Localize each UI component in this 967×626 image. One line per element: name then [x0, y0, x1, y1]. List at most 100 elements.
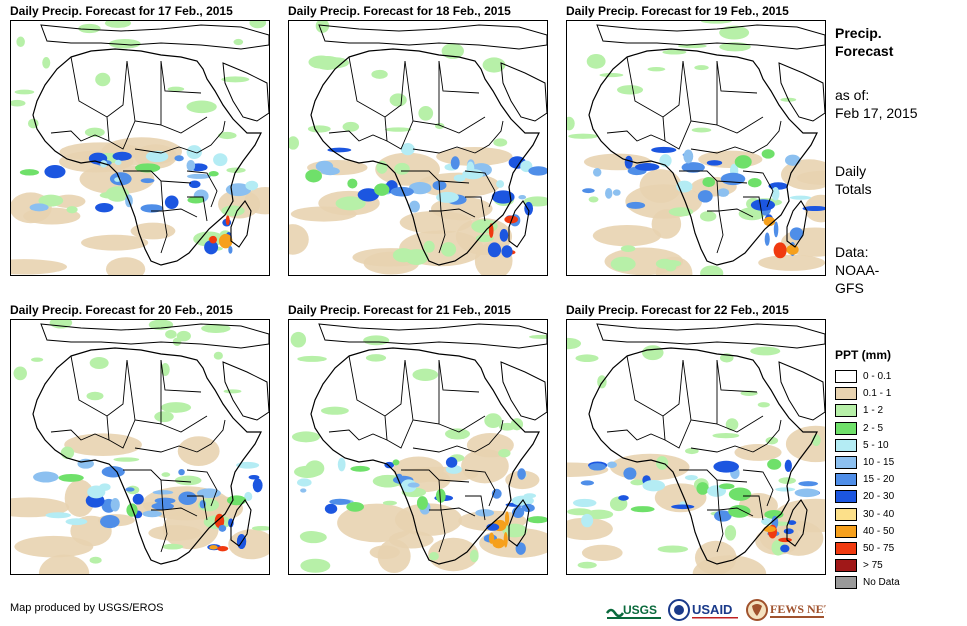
country-border	[123, 469, 192, 483]
rain-cell	[634, 163, 660, 171]
dry-patch	[81, 234, 149, 251]
light-rain-patch	[297, 355, 327, 362]
rain-cell	[126, 503, 138, 517]
rain-cell	[435, 488, 446, 503]
rain-cell	[581, 513, 594, 528]
rain-cell	[728, 487, 752, 501]
side-heading: Precip. Forecast	[835, 24, 893, 60]
country-border	[662, 415, 692, 449]
light-rain-patch	[685, 447, 699, 455]
light-rain-patch	[95, 72, 111, 87]
rain-cell	[324, 503, 338, 514]
partner-logos: USGS USAID FEWS NET	[606, 596, 826, 624]
country-border	[465, 196, 486, 222]
light-rain-patch	[440, 242, 457, 257]
rain-cell	[719, 483, 735, 490]
rain-cell	[734, 155, 752, 169]
country-border	[160, 180, 198, 218]
light-rain-patch	[174, 475, 202, 486]
rain-cell	[607, 461, 617, 468]
country-border	[187, 196, 208, 222]
legend-item: 0.1 - 1	[835, 385, 900, 402]
rain-cell	[588, 463, 606, 471]
light-rain-patch	[13, 366, 27, 381]
rain-cell	[58, 474, 84, 482]
africa-coastline	[310, 48, 540, 266]
rain-cell	[767, 458, 782, 470]
country-border	[151, 509, 168, 553]
europe-coastline	[318, 24, 547, 50]
rain-cell	[684, 475, 698, 481]
country-border	[196, 120, 226, 154]
legend-item: > 75	[835, 557, 900, 574]
legend-label: > 75	[863, 560, 883, 572]
light-rain-patch	[568, 133, 598, 139]
light-rain-patch	[314, 55, 342, 70]
rain-cell	[174, 155, 184, 162]
rain-cell	[706, 160, 723, 166]
dry-patch	[388, 530, 434, 549]
light-rain-patch	[104, 21, 132, 28]
light-rain-patch	[404, 249, 429, 265]
rain-cell	[642, 479, 666, 492]
light-rain-patch	[588, 196, 599, 203]
rain-cell	[315, 160, 334, 173]
rain-cell	[623, 467, 637, 480]
rain-cell	[187, 196, 205, 204]
rain-cell	[100, 514, 120, 529]
light-rain-patch	[89, 357, 109, 369]
rain-cell	[305, 169, 323, 183]
rain-cell	[524, 201, 534, 216]
legend-rows: 0 - 0.1 0.1 - 1 1 - 2 2 - 5 5 - 10 10 - 15 15 …	[835, 368, 900, 591]
rain-cell	[248, 474, 260, 480]
as-of-block: as of: Feb 17, 2015	[835, 86, 918, 122]
rain-cell	[475, 509, 495, 517]
rain-cell	[186, 173, 211, 179]
rain-cell	[245, 180, 259, 191]
light-rain-patch	[662, 49, 687, 55]
rain-cell	[142, 510, 162, 518]
dry-patch	[505, 470, 540, 490]
madagascar-coastline	[786, 499, 808, 547]
rain-cell	[329, 498, 351, 505]
country-border	[401, 469, 470, 483]
usaid-logo: USAID	[668, 599, 738, 621]
light-rain-patch	[428, 552, 439, 561]
light-rain-patch	[249, 21, 267, 29]
country-border	[438, 116, 486, 134]
heavy-rain-cell	[487, 242, 502, 258]
country-border	[716, 180, 754, 218]
light-rain-patch	[251, 525, 269, 531]
africa-map-graphic	[11, 21, 269, 275]
legend-swatch	[835, 541, 857, 555]
usgs-logo: USGS	[606, 603, 661, 619]
light-rain-patch	[725, 418, 739, 431]
dry-patch	[14, 535, 94, 558]
rain-cell	[132, 493, 144, 505]
light-rain-patch	[700, 265, 724, 275]
precip-map	[10, 319, 270, 575]
legend-label: 20 - 30	[863, 491, 895, 503]
rain-cell	[95, 202, 114, 213]
light-rain-patch	[108, 38, 141, 49]
light-rain-patch	[11, 99, 26, 107]
heavy-rain-cell	[763, 216, 776, 227]
legend-item: 0 - 0.1	[835, 368, 900, 385]
rain-cell	[140, 178, 155, 184]
rain-cell	[491, 190, 515, 204]
light-rain-patch	[382, 500, 397, 506]
legend-label: 30 - 40	[863, 508, 895, 520]
dry-patch	[64, 479, 95, 517]
light-rain-patch	[691, 127, 712, 133]
country-border	[679, 170, 748, 184]
precip-map	[566, 20, 826, 276]
legend-label: 0 - 0.1	[863, 371, 892, 383]
country-border	[438, 359, 480, 393]
light-rain-patch	[342, 121, 360, 132]
light-rain-patch	[469, 549, 479, 563]
country-border	[438, 479, 476, 517]
dry-patch	[567, 517, 613, 541]
legend-label: 50 - 75	[863, 542, 895, 554]
rain-cell	[592, 167, 602, 177]
arabia-coastline	[778, 62, 825, 122]
